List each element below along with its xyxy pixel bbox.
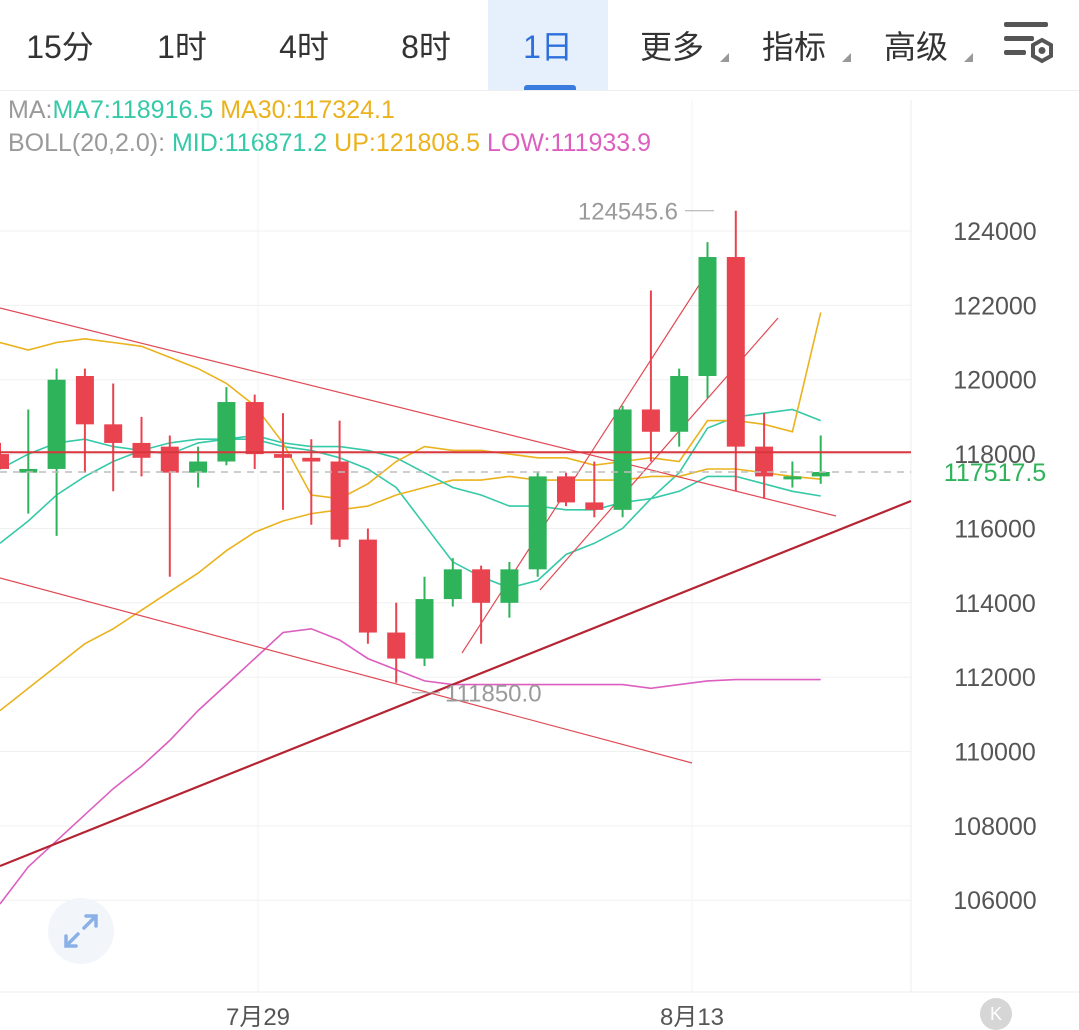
y-tick-label: 106000 [953,887,1036,915]
x-axis: 7月29 8月13 [226,1004,724,1029]
indicator-lines [0,312,822,905]
tab-label: 1日 [523,29,573,65]
candle-body [670,376,689,432]
candle-body [160,446,179,473]
candle-body [585,502,604,510]
tab-8hour[interactable]: 8时 [366,0,486,90]
tab-label: 高级 [883,29,948,65]
candle-body [132,442,151,458]
dropdown-triangle-icon [964,53,973,62]
price-overlay: 117517.5 124545.6 111850.0 [0,199,1079,708]
candle-body [19,468,38,473]
chart-settings-icon[interactable] [1000,18,1056,72]
candle-body [0,454,9,469]
kline-switch-button[interactable]: K [980,998,1012,1030]
ma7-value: MA7:118916.5 [52,96,214,124]
candle-body [47,379,66,469]
chart-grid [0,100,1079,993]
ma-legend-prefix: MA: [8,96,53,124]
y-tick-label: 122000 [953,292,1036,320]
candle-body [500,569,519,603]
tab-indicators[interactable]: 指标 [734,0,854,90]
y-tick-label: 114000 [954,590,1036,618]
y-tick-label: 124000 [953,218,1036,246]
candle-body [811,472,830,477]
timeframe-tab-bar: 15分 1时 4时 8时 1日 更多 指标 高级 [0,0,1079,91]
candle-body [189,461,208,473]
trend-line [0,499,912,868]
expand-chart-icon[interactable] [48,898,114,964]
candle-body [472,569,491,603]
candle-body [245,402,264,455]
series-line-up [0,312,822,500]
boll-up-value: UP:121808.5 [334,129,481,157]
x-tick-label: 7月29 [226,1004,290,1029]
candle-body [387,632,406,659]
ma30-value: MA30:117324.1 [220,96,395,124]
candle-body [358,539,377,633]
tab-label: 4时 [279,29,329,65]
y-axis: 124000 122000 120000 118000 116000 114000 1120… [953,218,1036,915]
tab-label: 15分 [26,29,94,65]
candle-body [613,409,632,510]
tab-advanced[interactable]: 高级 [856,0,976,90]
boll-legend: BOLL(20,2.0): MID:116871.2 UP:121808.5 L… [8,129,651,158]
tab-15min[interactable]: 15分 [0,0,120,90]
tab-label: 指标 [761,29,826,65]
high-marker-label: 124545.6 [578,199,678,226]
candle-body [528,476,547,570]
y-tick-label: 108000 [953,813,1036,841]
candle-body [330,461,349,540]
boll-mid-value: MID:116871.2 [171,129,328,157]
candle-body [783,476,802,480]
dropdown-triangle-icon [842,53,851,62]
series-line-low [0,627,821,905]
tab-label: 更多 [639,29,704,65]
candle-body [75,376,94,425]
candle-body [217,402,236,462]
y-tick-label: 110000 [954,739,1036,767]
candlestick-chart[interactable]: 117517.5 124545.6 111850.0 124000 122000 120… [0,90,1079,1029]
tab-1day[interactable]: 1日 [488,0,608,90]
dropdown-triangle-icon [720,53,729,62]
ma-legend: MA:MA7:118916.5 MA30:117324.1 [8,96,395,125]
y-tick-label: 112000 [954,664,1036,692]
candle-body [755,446,774,477]
y-tick-label: 116000 [954,515,1036,543]
candles [0,210,830,683]
tab-more[interactable]: 更多 [612,0,732,90]
y-tick-label: 120000 [953,367,1036,395]
tab-label: 1时 [157,29,207,65]
tab-label: 8时 [401,29,451,65]
candle-body [104,424,123,443]
low-marker-label: 111850.0 [445,681,542,708]
trend-lines [0,264,912,868]
boll-legend-prefix: BOLL(20,2.0): [8,129,166,157]
trend-line [0,577,693,764]
x-tick-label: 8月13 [660,1004,724,1029]
tab-1hour[interactable]: 1时 [122,0,242,90]
trend-line [0,307,837,517]
candle-body [415,599,434,659]
candle-body [557,476,575,503]
last-price-label: 117517.5 [944,459,1046,487]
candle-body [726,257,745,447]
series-line-ma30 [0,468,821,712]
candle-body [302,457,321,462]
last-price-bg [912,455,1079,490]
boll-low-value: LOW:111933.9 [487,129,652,157]
candle-body [443,569,462,600]
tab-4hour[interactable]: 4时 [244,0,364,90]
y-tick-label: 118000 [954,441,1036,469]
candle-body [641,409,660,432]
candle-body [698,257,717,377]
candle-body [274,454,292,458]
